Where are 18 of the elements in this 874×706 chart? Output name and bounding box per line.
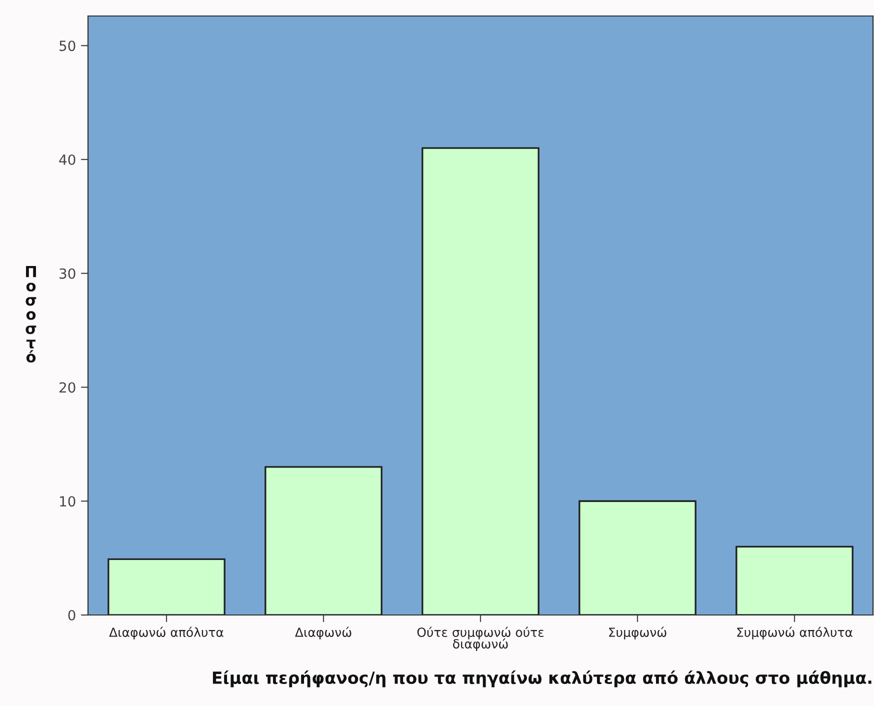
x-tick-label: Συμφωνώ [609, 626, 666, 640]
y-tick-label: 10 [60, 496, 76, 507]
y-tick-label: 0 [68, 610, 76, 620]
bar [736, 546, 854, 615]
y-tick-label: 30 [60, 268, 76, 279]
y-tick-label: 40 [59, 154, 76, 165]
x-tick-label: Ούτε συμφωνώ ούτε διαφωνώ [417, 626, 544, 651]
y-tick-label: 50 [60, 40, 76, 52]
bar [108, 558, 226, 615]
bar [264, 466, 382, 615]
y-tick-label: 20 [60, 382, 76, 393]
y-axis-title: Ποσοστό [26, 266, 36, 363]
x-axis-title: Είμαι περήφανος/η που τα πηγαίνω καλύτερα από άλλους στο μάθημα. [212, 670, 872, 688]
x-tick-label: Διαφωνώ [295, 626, 352, 640]
bar [578, 500, 696, 615]
x-tick-label: Συμφωνώ απόλυτα [737, 626, 852, 640]
x-tick-label: Διαφωνώ απόλυτα [109, 626, 224, 640]
bar [422, 147, 540, 615]
